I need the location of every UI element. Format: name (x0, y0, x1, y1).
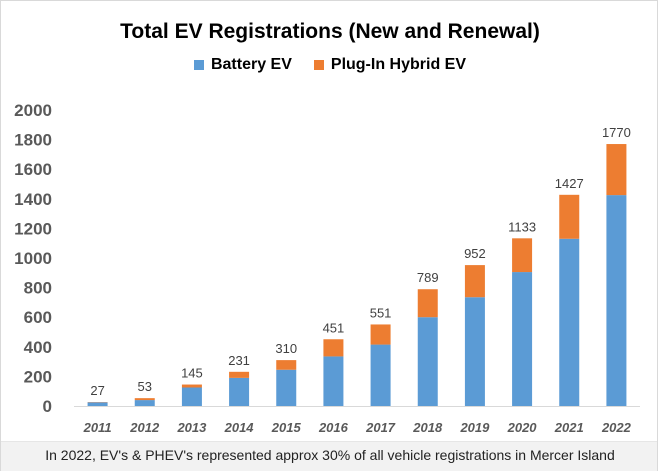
bar-2020-plug-in-hybrid-ev (512, 238, 533, 273)
x-tick-label-2019: 2019 (459, 420, 490, 435)
bar-2015-battery-ev (276, 369, 297, 406)
legend-swatch-battery-ev (193, 60, 204, 70)
y-tick-label-200: 200 (24, 367, 52, 386)
data-label-2016: 451 (323, 320, 345, 335)
y-tick-label-1200: 1200 (14, 219, 52, 238)
chart-title: Total EV Registrations (New and Renewal) (120, 20, 540, 43)
data-label-2014: 231 (228, 353, 250, 368)
bar-2016-plug-in-hybrid-ev (323, 339, 344, 357)
bar-2011-battery-ev (87, 402, 108, 406)
data-label-2011: 27 (90, 383, 104, 398)
x-tick-label-2021: 2021 (554, 420, 584, 435)
bar-2017-plug-in-hybrid-ev (370, 324, 391, 345)
bar-2021-battery-ev (559, 238, 580, 406)
bar-2017-battery-ev (370, 344, 391, 406)
y-tick-label-2000: 2000 (14, 101, 52, 120)
bar-2018-battery-ev (417, 317, 438, 406)
bar-2015-plug-in-hybrid-ev (276, 360, 297, 370)
legend-item-plug-in-hybrid-ev: Plug-In Hybrid EV (313, 56, 467, 74)
x-tick-label-2017: 2017 (365, 420, 396, 435)
bar-2019-plug-in-hybrid-ev (464, 265, 485, 298)
data-label-2019: 952 (464, 246, 486, 261)
data-label-2018: 789 (417, 270, 439, 285)
bar-2012-battery-ev (134, 400, 155, 406)
data-label-2017: 551 (370, 305, 392, 320)
data-label-2015: 310 (275, 341, 297, 356)
bar-2022-battery-ev (606, 195, 627, 406)
data-label-2013: 145 (181, 366, 203, 381)
y-tick-label-400: 400 (24, 338, 52, 357)
data-label-2022: 1770 (602, 125, 631, 140)
x-tick-label-2011: 2011 (83, 420, 112, 435)
x-tick-label-2018: 2018 (412, 420, 443, 435)
x-tick-label-2015: 2015 (271, 420, 302, 435)
legend-label-battery-ev: Battery EV (210, 56, 292, 73)
y-tick-label-800: 800 (24, 279, 52, 298)
x-tick-label-2016: 2016 (318, 420, 349, 435)
bar-2013-battery-ev (181, 387, 202, 406)
data-label-2012: 53 (138, 379, 152, 394)
bar-2014-plug-in-hybrid-ev (229, 371, 250, 378)
chart-legend: Battery EV Plug-In Hybrid EV (0, 56, 660, 74)
y-tick-label-1800: 1800 (14, 131, 52, 150)
y-tick-label-1000: 1000 (14, 249, 52, 268)
y-tick-label-1600: 1600 (14, 160, 52, 179)
bar-2020-battery-ev (512, 272, 533, 406)
bar-2021-plug-in-hybrid-ev (559, 194, 580, 239)
bar-2022-plug-in-hybrid-ev (606, 144, 627, 196)
bar-2014-battery-ev (229, 377, 250, 406)
y-tick-label-0: 0 (43, 397, 52, 416)
bar-2019-battery-ev (464, 297, 485, 406)
bar-2012-plug-in-hybrid-ev (134, 398, 155, 401)
data-label-2020: 1133 (508, 219, 536, 234)
chart-caption: In 2022, EV's & PHEV's represented appro… (45, 447, 615, 463)
legend-item-battery-ev: Battery EV (193, 56, 292, 74)
caption-bar (1, 441, 657, 471)
bar-2016-battery-ev (323, 356, 344, 406)
y-tick-label-600: 600 (24, 308, 52, 327)
data-label-2021: 1427 (555, 176, 584, 191)
bar-2018-plug-in-hybrid-ev (417, 289, 438, 318)
x-tick-label-2022: 2022 (601, 420, 632, 435)
y-tick-label-1400: 1400 (14, 190, 52, 209)
legend-label-plug-in-hybrid-ev: Plug-In Hybrid EV (330, 56, 467, 73)
x-tick-label-2014: 2014 (224, 420, 255, 435)
x-tick-label-2013: 2013 (176, 420, 207, 435)
legend-swatch-plug-in-hybrid-ev (313, 60, 324, 70)
x-tick-label-2020: 2020 (507, 420, 538, 435)
x-tick-label-2012: 2012 (129, 420, 160, 435)
bar-2013-plug-in-hybrid-ev (181, 384, 202, 388)
